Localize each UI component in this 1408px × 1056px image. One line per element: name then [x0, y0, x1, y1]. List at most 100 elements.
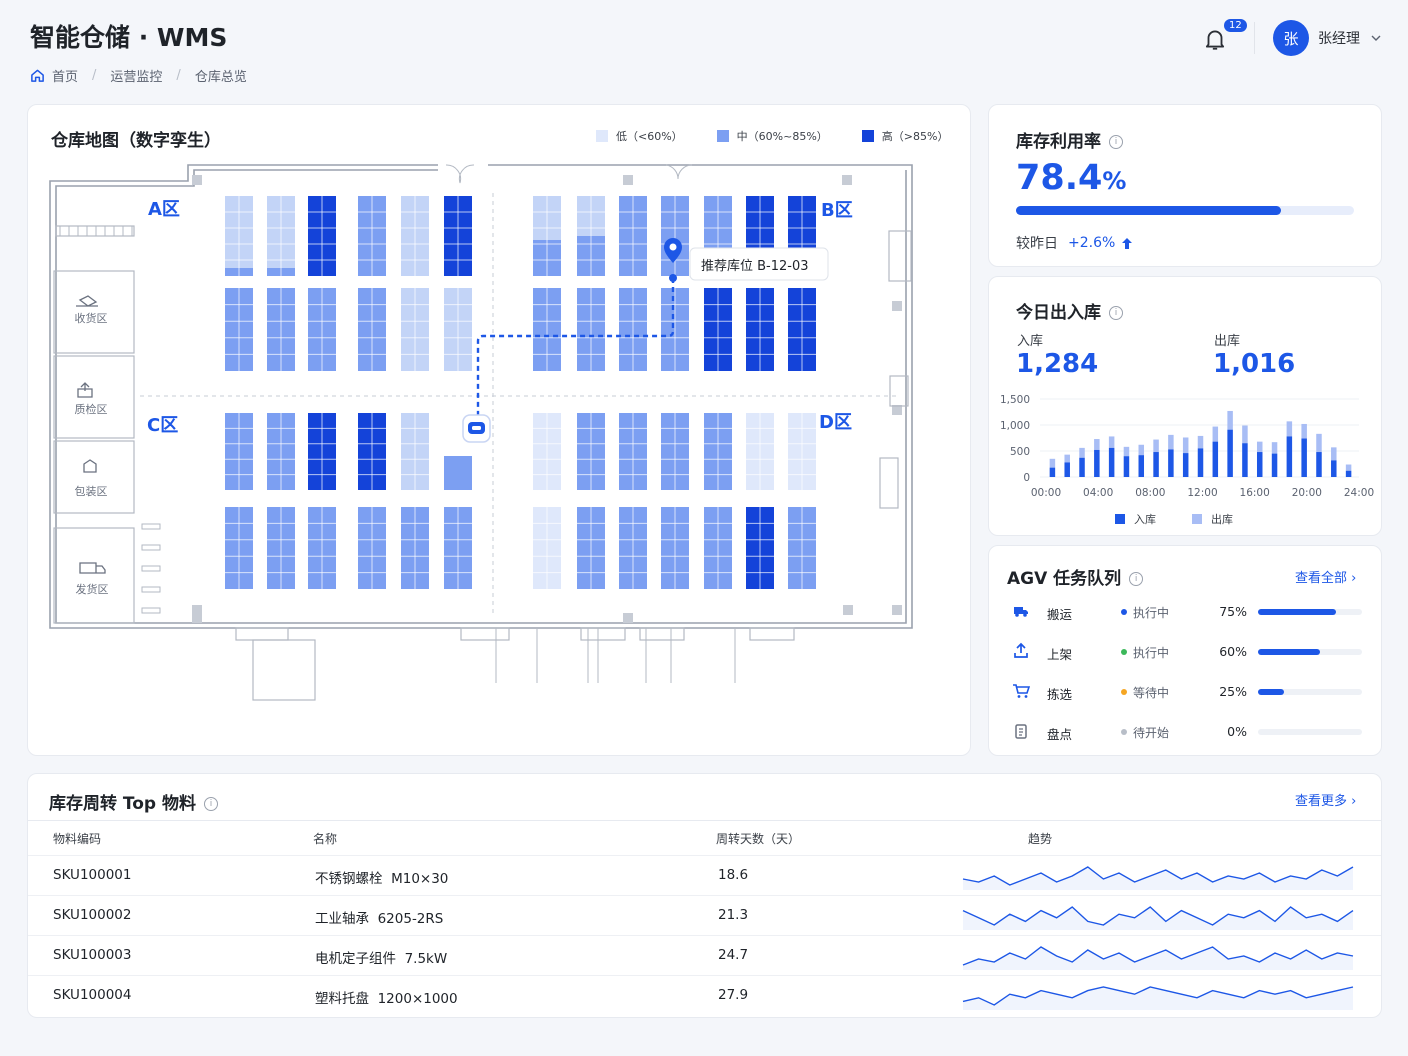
side-room — [53, 355, 135, 439]
agv-robot-icon[interactable] — [462, 414, 491, 443]
bar-in — [1064, 462, 1070, 477]
agv-progress-track — [1258, 729, 1362, 735]
bar-in — [1271, 453, 1278, 477]
y-tick-label: 500 — [1010, 446, 1030, 458]
bar-out — [1345, 464, 1352, 471]
breadcrumb-separator: / — [92, 68, 97, 83]
info-icon[interactable]: i — [1109, 135, 1123, 149]
agv-title: AGV 任务队列 i — [1007, 564, 1144, 589]
column-code: 物料编码 — [53, 832, 102, 846]
agv-task-percent: 60% — [1219, 644, 1247, 659]
cell-name: 电机定子组件 7.5kW — [315, 951, 448, 967]
side-room-labels: 收货区 质检区 包装区 发货区 — [75, 311, 109, 596]
status-dot — [1121, 649, 1127, 655]
agv-task-row[interactable]: 拣选 等待中 25% — [989, 679, 1381, 705]
agv-route — [476, 278, 675, 415]
sparkline-line — [962, 866, 1354, 886]
x-tick-label: 12:00 — [1187, 487, 1217, 499]
cell-name: 工业轴承 6205-2RS — [315, 911, 444, 927]
route-dot — [669, 274, 677, 282]
inout-title-text: 今日出入库 — [1016, 303, 1101, 323]
x-tick-label: 08:00 — [1135, 487, 1165, 499]
agv-task-percent: 25% — [1219, 684, 1247, 699]
breadcrumb-monitor[interactable]: 运营监控 — [110, 70, 163, 85]
bar-out — [1286, 421, 1293, 437]
agv-progress-track — [1258, 609, 1362, 615]
side-room-icon — [77, 382, 93, 398]
cell-days: 27.9 — [718, 987, 749, 1003]
breadcrumb: 首页 / 运营监控 / 仓库总览 — [30, 66, 247, 85]
utilization-card: 库存利用率 i 78.4% 较昨日 +2.6% — [988, 104, 1382, 267]
legend-swatch — [716, 130, 729, 142]
sparkline-line — [962, 986, 1354, 1006]
upload-icon — [1012, 642, 1030, 663]
agv-task-name: 上架 — [1047, 647, 1073, 662]
bar-out — [1168, 434, 1174, 450]
chevron-down-icon — [1371, 35, 1381, 41]
bar-out — [1094, 439, 1100, 450]
zone-labels: A区 B区 C区 D区 — [147, 199, 853, 436]
out-label: 出库 — [1214, 334, 1241, 349]
legend-swatch — [861, 130, 874, 142]
user-name: 张经理 — [1318, 31, 1360, 47]
column-trend: 趋势 — [1028, 832, 1053, 846]
home-icon[interactable] — [30, 68, 45, 83]
zone-d-label: D区 — [819, 412, 852, 433]
bar-in — [1212, 441, 1219, 477]
warehouse-floorplan: A区 B区 C区 D区 收货区 质检区 包装区 发货区 推荐库位 B-12-03 — [49, 164, 913, 701]
agv-task-row[interactable]: 上架 执行中 60% — [989, 639, 1381, 665]
side-room — [53, 527, 135, 624]
agv-task-row[interactable]: 搬运 执行中 75% — [989, 599, 1381, 625]
shipping-label: 发货区 — [76, 582, 109, 596]
legend-in: 入库 — [1115, 511, 1156, 527]
map-title: 仓库地图（数字孪生） — [51, 131, 221, 151]
user-menu[interactable]: 张 张经理 — [1273, 20, 1382, 56]
bar-out — [1064, 454, 1070, 463]
cell-name: 不锈钢螺栓 M10×30 — [315, 871, 449, 887]
breadcrumb-current: 仓库总览 — [194, 70, 247, 85]
utilization-progress-fill — [1016, 206, 1281, 215]
y-tick-label: 1,000 — [1000, 420, 1030, 432]
column-name: 名称 — [313, 832, 338, 846]
bar-out — [1108, 436, 1115, 448]
bar-out — [1316, 433, 1322, 453]
legend-swatch — [1192, 514, 1202, 524]
info-icon[interactable]: i — [1109, 306, 1123, 320]
agv-task-row[interactable]: 盘点 待开始 0% — [989, 719, 1381, 745]
info-icon[interactable]: i — [1129, 572, 1144, 586]
cell-days: 18.6 — [718, 867, 749, 883]
notification-badge: 12 — [1222, 17, 1249, 34]
x-tick-label: 00:00 — [1031, 487, 1061, 499]
inout-title: 今日出入库 i — [1016, 298, 1123, 323]
agv-task-name: 搬运 — [1047, 607, 1073, 622]
legend-swatch — [596, 130, 608, 142]
notification-button[interactable]: 12 — [1200, 17, 1249, 54]
cell-code: SKU100004 — [53, 987, 132, 1003]
bar-out — [1049, 458, 1056, 468]
rack-cell[interactable] — [444, 456, 472, 490]
utilization-title-text: 库存利用率 — [1016, 132, 1101, 152]
table-row[interactable]: SKU100004 塑料托盘 1200×1000 27.9 — [28, 975, 1381, 1015]
legend-out-label: 出库 — [1211, 513, 1233, 526]
bar-in — [1049, 467, 1056, 477]
table-row[interactable]: SKU100002 工业轴承 6205-2RS 21.3 — [28, 895, 1381, 935]
x-tick-label: 20:00 — [1292, 487, 1322, 499]
bar-in — [1242, 443, 1248, 477]
table-row[interactable]: SKU100001 不锈钢螺栓 M10×30 18.6 — [28, 855, 1381, 895]
turnover-title: 库存周转 Top 物料 i — [49, 789, 219, 814]
agv-task-percent: 0% — [1227, 724, 1247, 739]
agv-progress-fill — [1258, 689, 1284, 695]
info-icon[interactable]: i — [204, 797, 219, 811]
bar-in — [1138, 455, 1145, 477]
table-row[interactable]: SKU100003 电机定子组件 7.5kW 24.7 — [28, 935, 1381, 975]
truck-icon — [1012, 602, 1030, 623]
agv-view-all-link[interactable]: 查看全部 › — [1295, 571, 1357, 586]
bar-in — [1197, 448, 1204, 477]
bar-in — [1227, 429, 1233, 477]
bar-in — [1168, 449, 1174, 477]
turnover-view-more-link[interactable]: 查看更多 › — [1295, 794, 1357, 809]
cell-code: SKU100002 — [53, 907, 132, 923]
location-pin-icon[interactable] — [664, 238, 682, 263]
breadcrumb-home[interactable]: 首页 — [52, 70, 79, 85]
utilization-compare: 较昨日 +2.6% — [1016, 233, 1133, 253]
